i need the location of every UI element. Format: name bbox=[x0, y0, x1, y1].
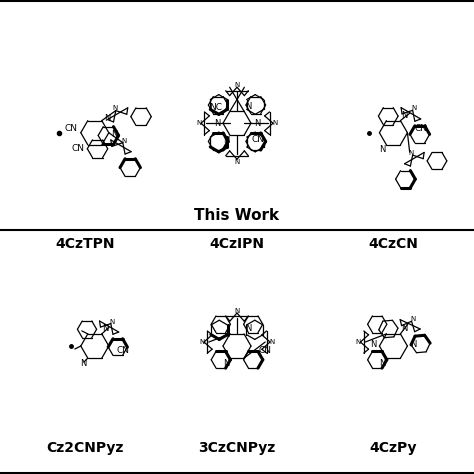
Text: N: N bbox=[379, 146, 386, 155]
Text: 4CzPy: 4CzPy bbox=[370, 441, 417, 455]
Text: NC: NC bbox=[210, 102, 222, 111]
Text: N: N bbox=[273, 120, 278, 126]
Text: N: N bbox=[370, 339, 377, 348]
Text: CN: CN bbox=[415, 124, 428, 133]
Text: N: N bbox=[356, 339, 361, 345]
Text: CN: CN bbox=[252, 135, 264, 144]
Text: N: N bbox=[109, 319, 115, 325]
Text: N: N bbox=[214, 119, 220, 128]
Text: N: N bbox=[410, 339, 417, 348]
Text: This Work: This Work bbox=[194, 208, 280, 223]
Text: N: N bbox=[223, 136, 229, 145]
Text: N: N bbox=[401, 111, 408, 120]
Text: N: N bbox=[379, 359, 386, 368]
Text: CN: CN bbox=[258, 346, 272, 355]
Text: N: N bbox=[409, 150, 414, 156]
Text: N: N bbox=[254, 119, 260, 128]
Text: CN: CN bbox=[71, 145, 84, 154]
Text: N: N bbox=[234, 159, 240, 164]
Text: N: N bbox=[245, 101, 251, 110]
Text: Cz2CNPyz: Cz2CNPyz bbox=[46, 441, 124, 455]
Text: N: N bbox=[105, 114, 111, 123]
Text: N: N bbox=[401, 324, 408, 333]
Text: CN: CN bbox=[116, 346, 129, 355]
Text: N: N bbox=[112, 105, 117, 111]
Text: N: N bbox=[81, 359, 87, 368]
Text: N: N bbox=[196, 120, 201, 126]
Text: N: N bbox=[199, 339, 204, 345]
Text: N: N bbox=[234, 308, 240, 314]
Text: N: N bbox=[223, 359, 229, 368]
Text: CN: CN bbox=[64, 124, 77, 133]
Text: N: N bbox=[234, 82, 240, 88]
Text: N: N bbox=[102, 324, 109, 333]
Text: 4CzCN: 4CzCN bbox=[368, 237, 419, 251]
Text: N: N bbox=[245, 324, 251, 333]
Text: 3CzCNPyz: 3CzCNPyz bbox=[199, 441, 275, 455]
Text: N: N bbox=[121, 137, 127, 144]
Text: N: N bbox=[111, 130, 118, 139]
Text: 4CzIPN: 4CzIPN bbox=[210, 237, 264, 251]
Text: N: N bbox=[410, 316, 415, 322]
Text: N: N bbox=[270, 339, 275, 345]
Text: N: N bbox=[411, 105, 417, 111]
Text: 4CzTPN: 4CzTPN bbox=[55, 237, 115, 251]
